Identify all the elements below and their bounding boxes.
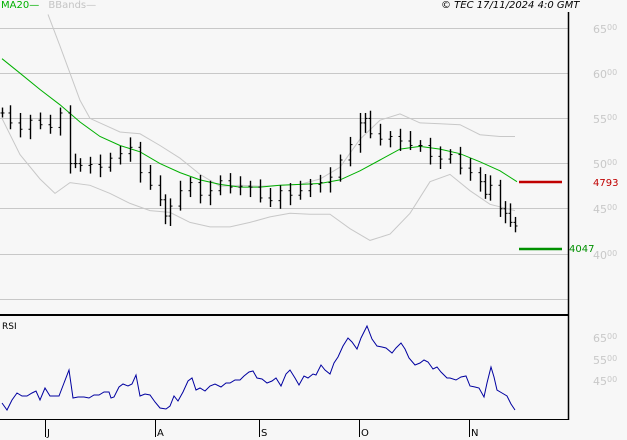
rsi-line — [1, 324, 516, 411]
chart-legend: MA20— BBands— — [1, 0, 96, 11]
x-axis-label-s: S — [261, 428, 268, 439]
price-axis-label: 5500 — [593, 113, 618, 126]
legend-bbands: BBands— — [48, 0, 97, 11]
legend-ma20: MA20— — [1, 0, 40, 11]
x-axis-label-n: N — [471, 428, 479, 439]
rsi-axis-label: 4500 — [593, 375, 618, 388]
ma20-line — [1, 58, 518, 188]
support-resistance-lines — [519, 180, 562, 251]
rsi-axis-label: 5500 — [593, 354, 618, 367]
bollinger-bands — [1, 14, 516, 241]
rsi-panel-title: RSI — [2, 322, 17, 332]
x-axis-label-j: J — [47, 428, 50, 439]
x-axis-label-a: A — [157, 428, 164, 439]
rsi-axis-label: 6500 — [593, 332, 618, 345]
chart-frame — [0, 12, 570, 420]
price-bars — [0, 105, 518, 233]
price-gridlines — [0, 28, 568, 300]
support-level-label: 4047 — [569, 244, 595, 255]
price-axis-label: 5000 — [593, 158, 618, 171]
price-axis-label: 6000 — [593, 68, 618, 81]
x-axis-ticks — [45, 420, 470, 437]
copyright-timestamp: © TEC 17/11/2024 4:0 GMT — [441, 0, 580, 11]
x-axis-label-o: O — [361, 428, 369, 439]
price-axis-label: 4500 — [593, 203, 618, 216]
price-axis-label: 4000 — [593, 249, 618, 262]
resistance-level-label: 4793 — [593, 178, 619, 189]
price-axis-label: 6500 — [593, 23, 618, 36]
